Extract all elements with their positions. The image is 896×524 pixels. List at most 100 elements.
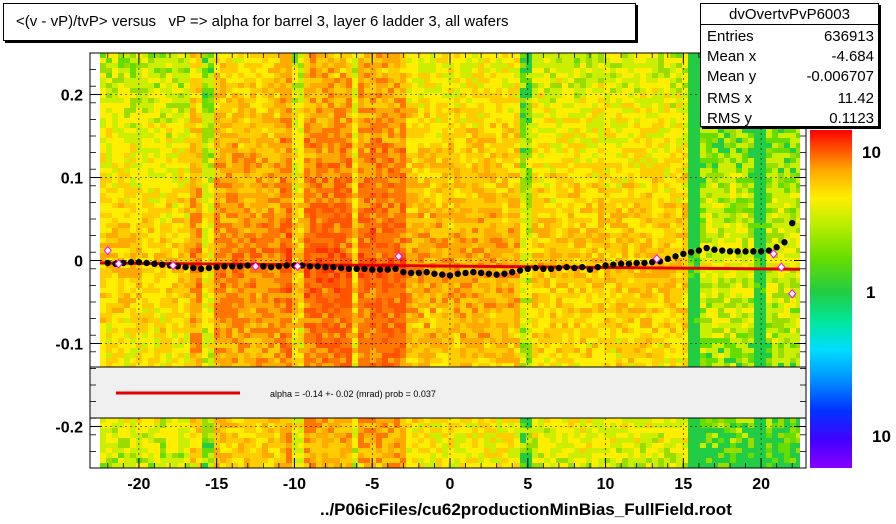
heatmap-cell bbox=[298, 133, 304, 138]
heatmap-cell bbox=[232, 303, 238, 308]
heatmap-cell bbox=[172, 328, 178, 333]
heatmap-cell bbox=[274, 348, 280, 353]
heatmap-cell bbox=[244, 313, 250, 318]
heatmap-cell bbox=[304, 68, 310, 73]
heatmap-cell bbox=[208, 283, 214, 288]
heatmap-cell bbox=[112, 133, 118, 138]
heatmap-cell bbox=[160, 433, 166, 438]
heatmap-cell bbox=[370, 163, 376, 168]
heatmap-cell bbox=[142, 188, 148, 193]
heatmap-cell bbox=[352, 178, 358, 183]
heatmap-cell bbox=[268, 183, 274, 188]
heatmap-cell bbox=[364, 353, 370, 358]
heatmap-cell bbox=[316, 353, 322, 358]
heatmap-cell bbox=[316, 323, 322, 328]
heatmap-cell bbox=[214, 148, 220, 153]
heatmap-cell bbox=[340, 313, 346, 318]
heatmap-cell bbox=[160, 258, 166, 263]
heatmap-cell bbox=[250, 188, 256, 193]
heatmap-cell bbox=[304, 273, 310, 278]
heatmap-cell bbox=[382, 78, 388, 83]
heatmap-cell bbox=[364, 278, 370, 283]
heatmap-cell bbox=[226, 323, 232, 328]
heatmap-cell bbox=[232, 63, 238, 68]
heatmap-cell bbox=[424, 148, 430, 153]
heatmap-cell bbox=[250, 303, 256, 308]
heatmap-cell bbox=[424, 128, 430, 133]
heatmap-cell bbox=[370, 453, 376, 458]
heatmap-cell bbox=[124, 183, 130, 188]
heatmap-cell bbox=[226, 148, 232, 153]
heatmap-cell bbox=[244, 433, 250, 438]
heatmap-cell bbox=[274, 353, 280, 358]
heatmap-cell bbox=[148, 113, 154, 118]
heatmap-cell bbox=[214, 98, 220, 103]
heatmap-cell bbox=[100, 113, 106, 118]
heatmap-cell bbox=[448, 103, 454, 108]
heatmap-cell bbox=[226, 268, 232, 273]
heatmap-cell bbox=[172, 133, 178, 138]
heatmap-cell bbox=[334, 463, 340, 468]
heatmap-cell bbox=[388, 363, 394, 368]
heatmap-cell bbox=[340, 223, 346, 228]
heatmap-cell bbox=[340, 213, 346, 218]
heatmap-cell bbox=[346, 338, 352, 343]
heatmap-cell bbox=[370, 238, 376, 243]
heatmap-cell bbox=[160, 363, 166, 368]
heatmap-cell bbox=[268, 133, 274, 138]
heatmap-cell bbox=[322, 283, 328, 288]
heatmap-cell bbox=[412, 463, 418, 468]
heatmap-cell bbox=[256, 183, 262, 188]
heatmap-cell bbox=[196, 293, 202, 298]
heatmap-cell bbox=[406, 148, 412, 153]
heatmap-cell bbox=[400, 303, 406, 308]
heatmap-cell bbox=[256, 173, 262, 178]
heatmap-cell bbox=[112, 428, 118, 433]
heatmap-cell bbox=[418, 63, 424, 68]
heatmap-cell bbox=[166, 88, 172, 93]
heatmap-cell bbox=[358, 188, 364, 193]
heatmap-cell bbox=[382, 223, 388, 228]
heatmap-cell bbox=[310, 273, 316, 278]
heatmap-cell bbox=[220, 438, 226, 443]
heatmap-cell bbox=[226, 173, 232, 178]
heatmap-cell bbox=[178, 233, 184, 238]
heatmap-cell bbox=[400, 278, 406, 283]
heatmap-cell bbox=[298, 358, 304, 363]
heatmap-cell bbox=[112, 453, 118, 458]
heatmap-cell bbox=[274, 448, 280, 453]
heatmap-cell bbox=[304, 163, 310, 168]
heatmap-cell bbox=[226, 458, 232, 463]
heatmap-cell bbox=[160, 148, 166, 153]
heatmap-cell bbox=[376, 138, 382, 143]
heatmap-cell bbox=[196, 338, 202, 343]
heatmap-cell bbox=[232, 183, 238, 188]
heatmap-cell bbox=[148, 183, 154, 188]
heatmap-cell bbox=[328, 343, 334, 348]
heatmap-cell bbox=[232, 353, 238, 358]
heatmap-cell bbox=[226, 198, 232, 203]
heatmap-cell bbox=[418, 163, 424, 168]
heatmap-cell bbox=[142, 103, 148, 108]
heatmap-cell bbox=[322, 163, 328, 168]
heatmap-cell bbox=[352, 128, 358, 133]
heatmap-cell bbox=[352, 163, 358, 168]
heatmap-cell bbox=[112, 148, 118, 153]
heatmap-cell bbox=[232, 458, 238, 463]
heatmap-cell bbox=[250, 258, 256, 263]
heatmap-cell bbox=[418, 463, 424, 468]
heatmap-cell bbox=[118, 228, 124, 233]
heatmap-cell bbox=[376, 163, 382, 168]
heatmap-cell bbox=[112, 323, 118, 328]
heatmap-cell bbox=[244, 78, 250, 83]
heatmap-cell bbox=[178, 248, 184, 253]
heatmap-cell bbox=[418, 138, 424, 143]
heatmap-cell bbox=[142, 138, 148, 143]
heatmap-cell bbox=[298, 423, 304, 428]
heatmap-cell bbox=[286, 458, 292, 463]
heatmap-cell bbox=[208, 113, 214, 118]
heatmap-cell bbox=[100, 193, 106, 198]
heatmap-cell bbox=[130, 213, 136, 218]
heatmap-cell bbox=[442, 243, 448, 248]
heatmap-cell bbox=[394, 78, 400, 83]
